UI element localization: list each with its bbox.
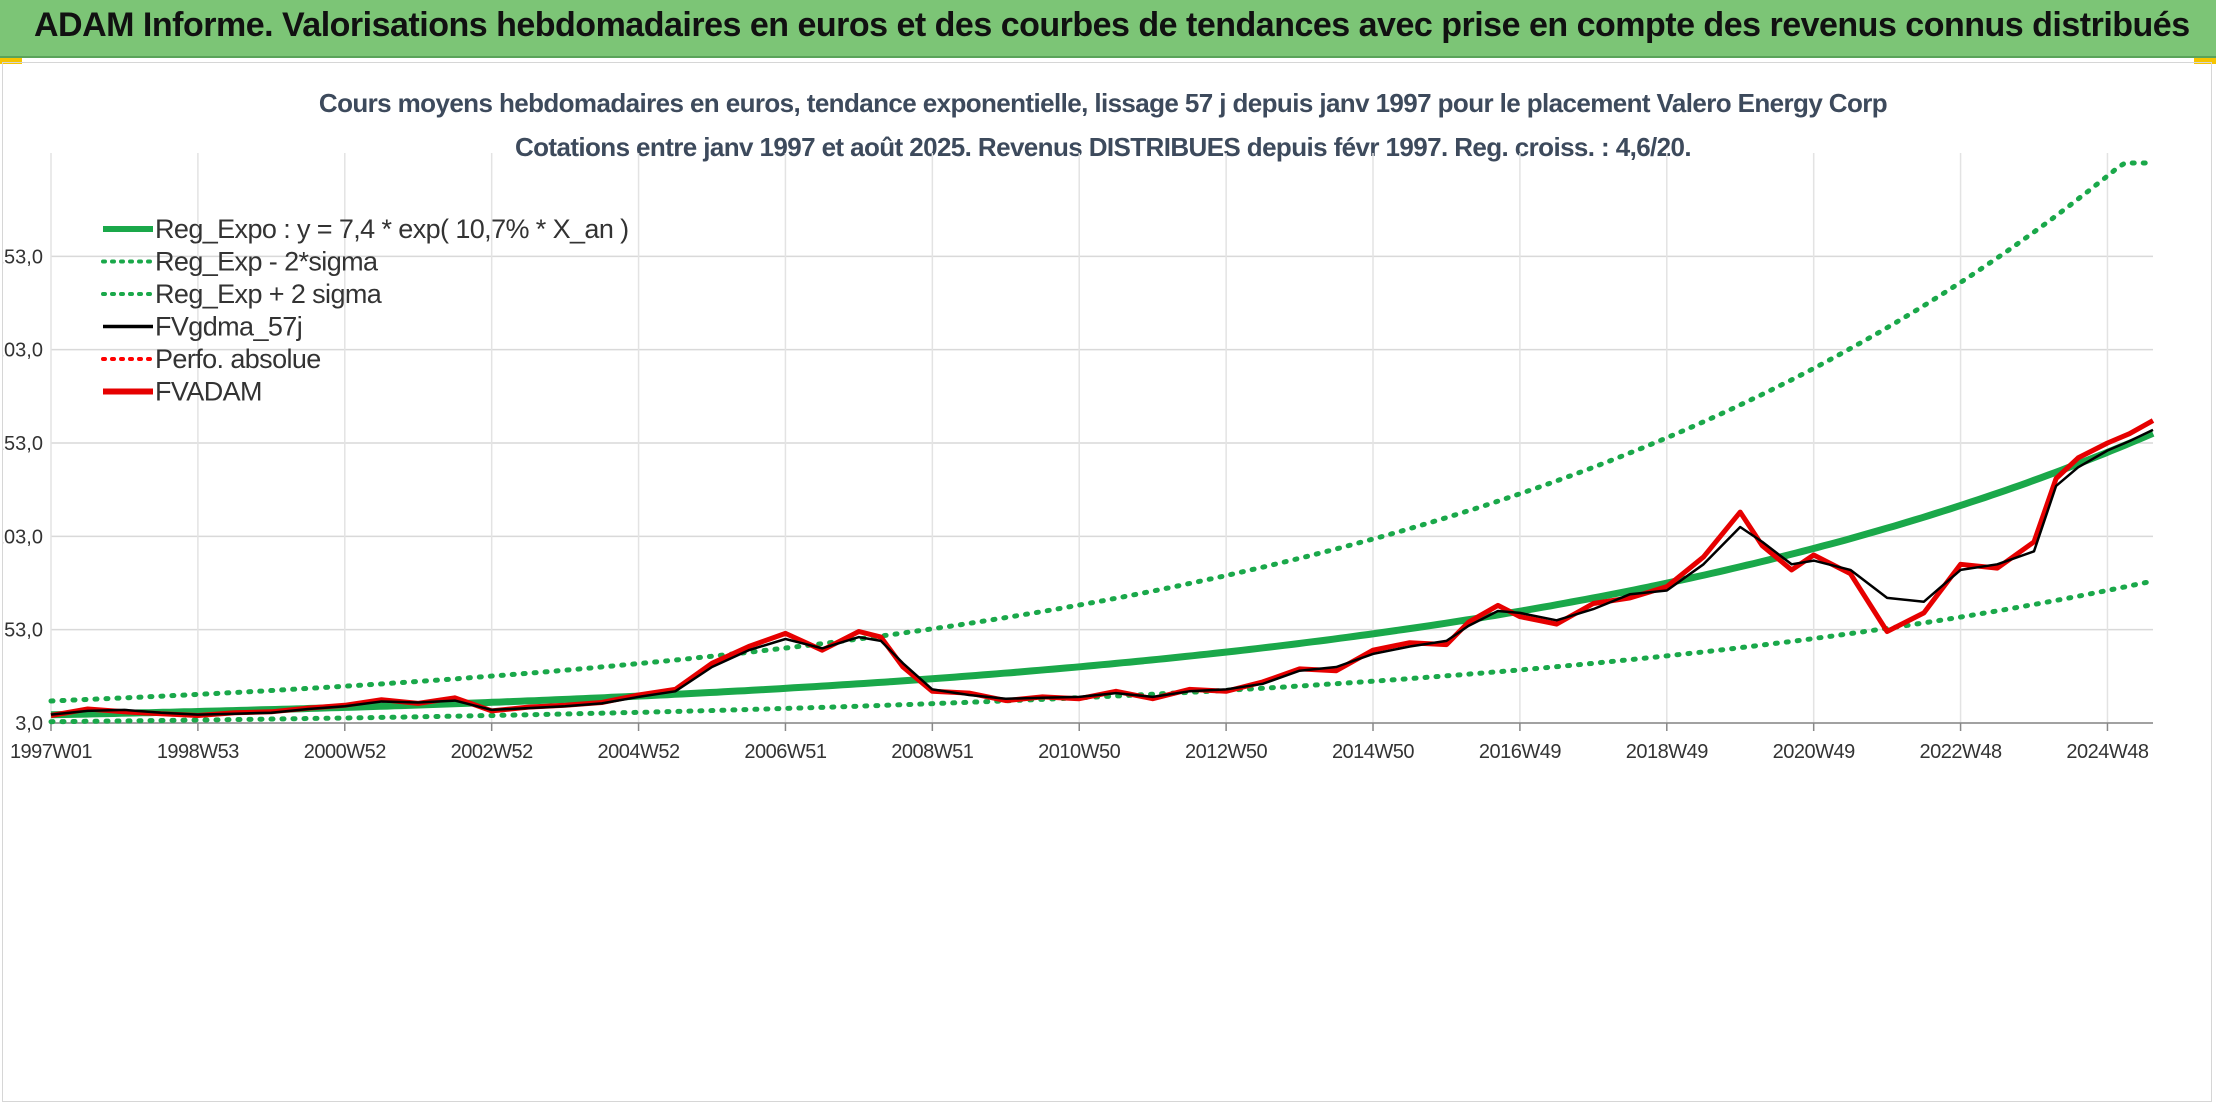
valuation-chart: Cours moyens hebdomadaires en euros, ten…: [3, 88, 2156, 763]
reg-expo-line: [50, 430, 2155, 719]
x-tick-label: 2022W48: [1920, 741, 2002, 763]
legend-label: Reg_Exp - 2*sigma: [155, 247, 379, 277]
chart-legend: Reg_Expo : y = 7,4 * exp( 10,7% * X_an )…: [101, 214, 629, 407]
x-tick-label: 1997W01: [10, 741, 92, 763]
y-tick-label: 253,0: [3, 246, 43, 268]
fvgdma-57j-line: [50, 428, 2154, 716]
x-tick-label: 2004W52: [597, 741, 679, 763]
y-tick-label: 153,0: [3, 433, 43, 455]
legend-label: FVADAM: [155, 377, 262, 407]
reg-minus-2sigma-line: [48, 578, 2156, 725]
chart-grid: [50, 153, 2153, 724]
x-tick-label: 2024W48: [2066, 741, 2148, 763]
x-tick-label: 2018W49: [1626, 741, 1708, 763]
chart-axes: 3,0 53,0 103,0 153,0 203,0 253,0 1997W01 1998W5…: [3, 246, 2153, 763]
report-banner: ADAM Informe. Valorisations hebdomadaire…: [0, 0, 2216, 58]
x-tick-label: 2006W51: [744, 741, 826, 763]
chart-title: Cours moyens hebdomadaires en euros, ten…: [319, 88, 1887, 118]
legend-label: Perfo. absolue: [155, 344, 321, 374]
x-tick-label: 2020W49: [1773, 741, 1855, 763]
legend-label: Reg_Expo : y = 7,4 * exp( 10,7% * X_an ): [155, 214, 629, 244]
y-tick-label: 3,0: [15, 713, 43, 735]
fvadam-line: [50, 418, 2155, 718]
chart-series: [48, 160, 2156, 725]
x-tick-label: 1998W53: [157, 741, 239, 763]
x-tick-label: 2016W49: [1479, 741, 1561, 763]
x-tick-label: 2002W52: [451, 741, 533, 763]
corner-marker-left: [0, 58, 22, 64]
corner-marker-right: [2194, 58, 2216, 64]
x-tick-label: 2010W50: [1038, 741, 1120, 763]
banner-title: ADAM Informe. Valorisations hebdomadaire…: [34, 6, 2190, 44]
x-tick-label: 2000W52: [304, 741, 386, 763]
chart-area: Cours moyens hebdomadaires en euros, ten…: [2, 62, 2212, 1102]
y-tick-label: 203,0: [3, 340, 43, 362]
x-tick-label: 2012W50: [1185, 741, 1267, 763]
chart-subtitle: Cotations entre janv 1997 et août 2025. …: [515, 132, 1691, 162]
legend-label: FVgdma_57j: [155, 312, 302, 342]
y-tick-label: 53,0: [4, 620, 43, 642]
x-tick-label: 2008W51: [891, 741, 973, 763]
legend-label: Reg_Exp + 2 sigma: [155, 279, 383, 309]
reg-plus-2sigma-line: [48, 160, 2156, 704]
x-tick-label: 2014W50: [1332, 741, 1414, 763]
y-tick-label: 103,0: [3, 526, 43, 548]
